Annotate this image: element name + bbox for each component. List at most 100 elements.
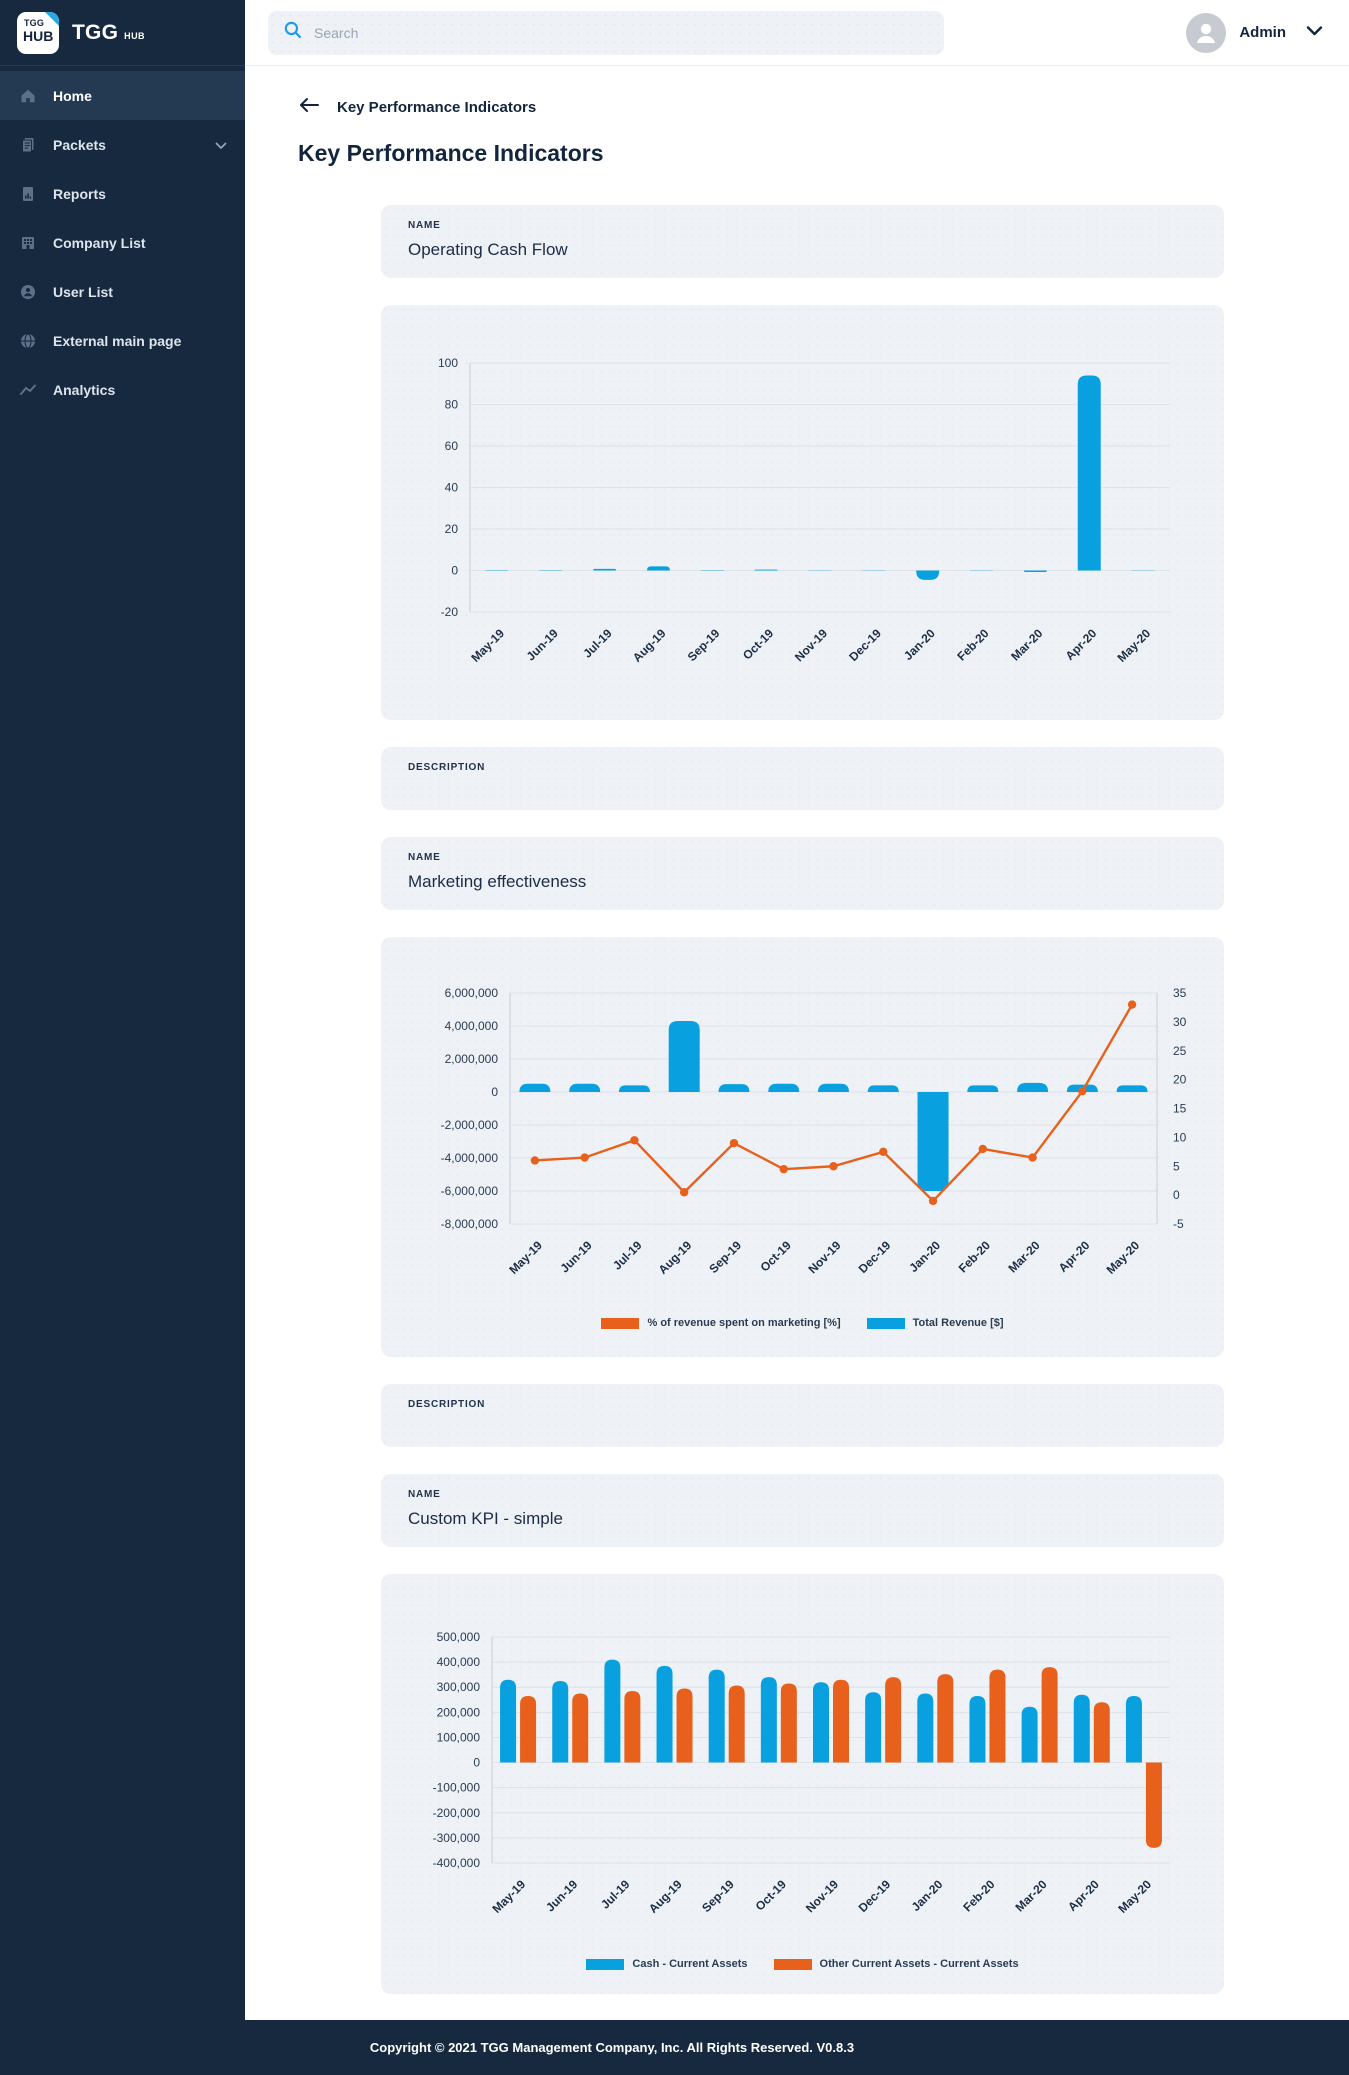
kpi-name-value: Operating Cash Flow (408, 240, 568, 259)
sidebar-item-packets[interactable]: Packets (0, 120, 245, 169)
right-y-tick-label: 25 (1173, 1044, 1187, 1058)
y-tick-label: 0 (491, 1085, 498, 1099)
sidebar-item-reports[interactable]: Reports (0, 169, 245, 218)
bar (768, 1083, 800, 1092)
bar (813, 1682, 829, 1763)
bar (754, 569, 778, 571)
marketing-effectiveness-chart: 6,000,000 4,000,000 2,000,000 0 -2,000,000 -4… (441, 986, 1187, 1277)
sidebar-item-label: Home (53, 87, 92, 104)
line-point (1127, 1000, 1137, 1009)
line-point (978, 1144, 988, 1154)
y-tick-label: -6,000,000 (441, 1184, 499, 1198)
chevron-down-icon[interactable] (215, 137, 227, 153)
bar (624, 1690, 641, 1763)
y-tick-label: 100,000 (437, 1730, 481, 1744)
users-icon (18, 282, 38, 302)
y-tick-label: 200,000 (437, 1705, 481, 1719)
legend-item: Cash - Current Assets (586, 1958, 748, 1970)
bar (833, 1679, 849, 1763)
x-tick-label: Apr-20 (1056, 1238, 1093, 1275)
analytics-icon (18, 380, 38, 400)
bar (676, 1688, 693, 1763)
line-point (879, 1147, 888, 1157)
search-input[interactable] (314, 24, 929, 41)
x-tick-label: Dec-19 (856, 1238, 894, 1276)
x-tick-label: May-19 (468, 626, 507, 665)
y-tick-label: -100,000 (433, 1781, 481, 1795)
x-tick-label: Dec-19 (846, 626, 884, 664)
back-arrow-icon[interactable] (298, 97, 320, 117)
home-icon (18, 86, 38, 106)
user-name: Admin (1239, 24, 1286, 41)
sidebar-item-company-list[interactable]: Company List (0, 218, 245, 267)
x-tick-label: Aug-19 (646, 1877, 685, 1916)
sidebar-item-label: Packets (53, 136, 106, 153)
legend-label: % of revenue spent on marketing [%] (647, 1317, 841, 1329)
bar (989, 1669, 1006, 1763)
bar (917, 1693, 934, 1763)
y-tick-label: 40 (445, 481, 459, 495)
y-tick-label: 80 (445, 398, 459, 412)
kpi-chart-card: 6,000,000 4,000,000 2,000,000 0 -2,000,000 -4… (381, 937, 1224, 1357)
x-tick-label: Oct-19 (758, 1238, 795, 1275)
sidebar: TGG HUB TGG HUB Home Packets (0, 0, 245, 2020)
legend-item: % of revenue spent on marketing [%] (601, 1317, 841, 1329)
brand-name: TGG HUB (72, 21, 145, 45)
bar (865, 1692, 882, 1763)
x-tick-label: Oct-19 (740, 626, 777, 663)
bar (519, 1083, 551, 1092)
name-field-label: NAME (408, 852, 441, 863)
kpi-cards: NAME Operating Cash Flow 100 80 60 40 20 0 -20… (381, 205, 1224, 1994)
sidebar-item-analytics[interactable]: Analytics (0, 365, 245, 414)
line-point (679, 1188, 689, 1197)
footer-copyright: Copyright © 2021 TGG Management Company,… (369, 2040, 855, 2055)
bar (572, 1693, 589, 1763)
right-y-tick-label: -5 (1173, 1217, 1184, 1231)
bar (728, 1685, 745, 1763)
breadcrumb[interactable]: Key Performance Indicators (298, 96, 1349, 118)
line-series (534, 1003, 1134, 1203)
right-y-tick-label: 30 (1173, 1015, 1187, 1029)
bar (1077, 375, 1101, 571)
kpi-name-card: NAME Marketing effectiveness (381, 837, 1224, 910)
globe-icon (18, 331, 38, 351)
legend-swatch (586, 1958, 625, 1970)
sidebar-item-external-main-page[interactable]: External main page (0, 316, 245, 365)
x-tick-label: Oct-19 (753, 1877, 790, 1914)
sidebar-item-user-list[interactable]: User List (0, 267, 245, 316)
sidebar-item-label: Analytics (53, 381, 116, 398)
y-tick-label: -200,000 (433, 1806, 481, 1820)
y-tick-label: 300,000 (437, 1680, 481, 1694)
bar (916, 570, 940, 580)
brand[interactable]: TGG HUB TGG HUB (0, 0, 245, 66)
bar (780, 1683, 797, 1763)
legend-swatch (601, 1317, 640, 1329)
y-tick-label: 500,000 (437, 1630, 481, 1644)
x-tick-label: Jun-19 (558, 1238, 595, 1275)
legend-item: Total Revenue [$] (866, 1317, 1004, 1329)
x-tick-label: May-20 (1104, 1238, 1143, 1277)
y-tick-label: 20 (445, 522, 459, 536)
x-tick-label: Apr-20 (1065, 1877, 1102, 1914)
description-field-label: DESCRIPTION (408, 1399, 486, 1410)
x-tick-label: Feb-20 (954, 626, 991, 663)
name-field-label: NAME (408, 220, 441, 231)
bar (1125, 1696, 1142, 1763)
right-y-tick-label: 15 (1173, 1102, 1187, 1116)
x-tick-label: May-19 (490, 1877, 529, 1916)
x-tick-label: Feb-20 (960, 1877, 997, 1914)
sidebar-item-home[interactable]: Home (0, 71, 245, 120)
line-point (630, 1136, 639, 1145)
bar (1021, 1706, 1038, 1763)
user-menu[interactable]: Admin (1186, 12, 1323, 53)
sidebar-item-label: Company List (53, 234, 146, 251)
bar (937, 1674, 954, 1763)
y-tick-label: 4,000,000 (445, 1019, 499, 1033)
x-tick-label: Nov-19 (792, 626, 830, 664)
right-y-tick-label: 35 (1173, 986, 1187, 1000)
search-bar[interactable] (268, 10, 944, 55)
main-content: Key Performance Indicators Key Performan… (245, 66, 1349, 2021)
x-tick-label: Dec-19 (856, 1877, 894, 1915)
bar (500, 1679, 517, 1763)
chevron-down-icon[interactable] (1306, 24, 1323, 42)
